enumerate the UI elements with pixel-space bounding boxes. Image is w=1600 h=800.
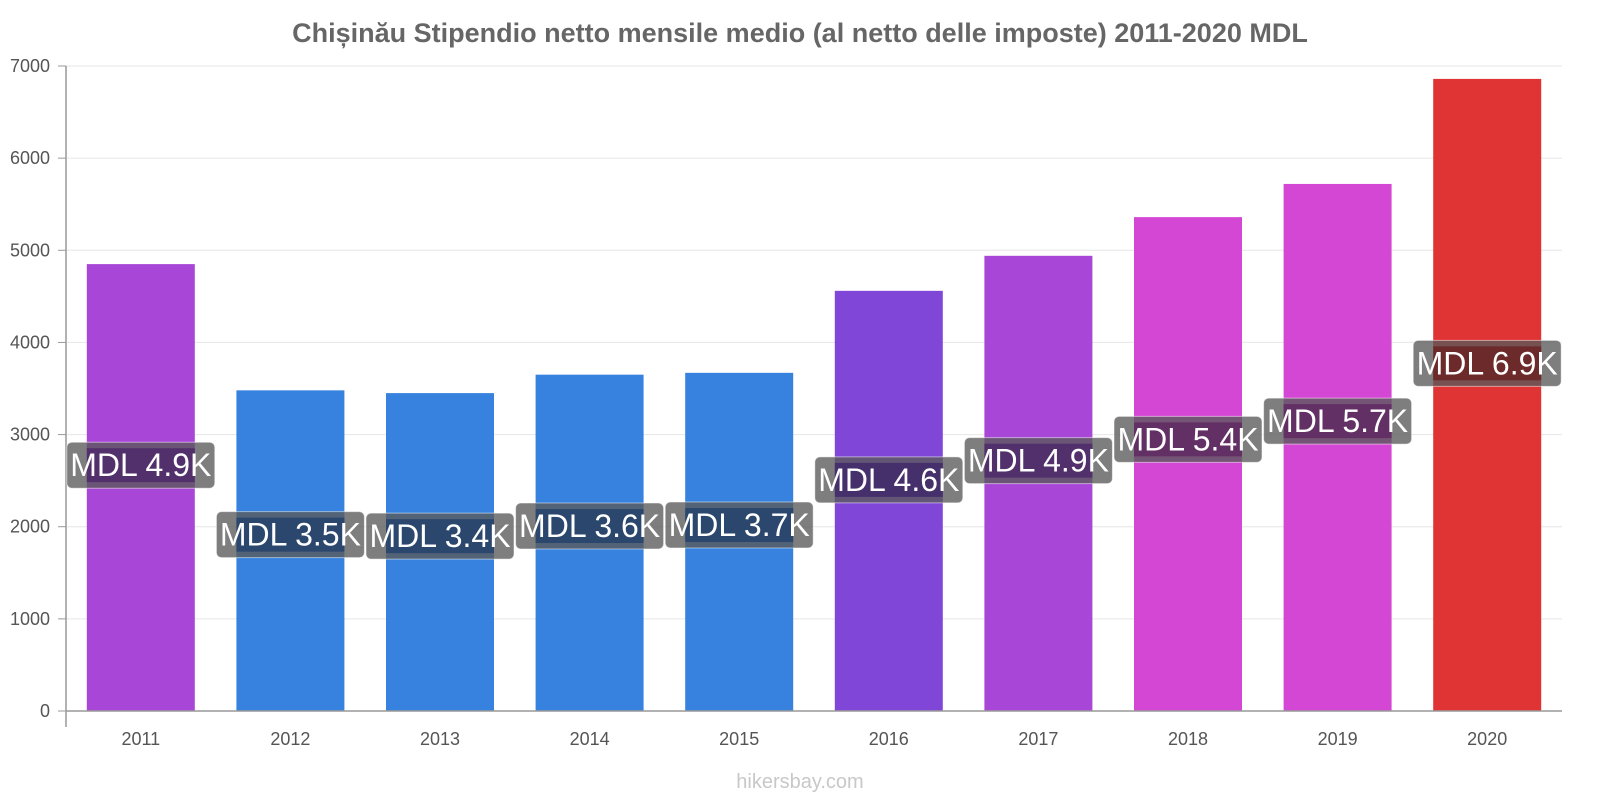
x-tick-label: 2015	[719, 729, 759, 749]
data-label-text: MDL 5.7K	[1267, 403, 1408, 439]
data-label-2019: MDL 5.7K	[1263, 397, 1413, 445]
data-label-text: MDL 3.4K	[369, 518, 510, 554]
x-axis-ticks: 2011 2012 2013 2014 2015 2016 2017 2018 2019 2020	[121, 729, 1507, 749]
y-tick-label: 4000	[10, 332, 50, 352]
data-label-text: MDL 4.9K	[968, 443, 1109, 479]
data-label-text: MDL 3.5K	[220, 517, 361, 553]
y-tick-label: 2000	[10, 517, 50, 537]
data-label-2012: MDL 3.5K	[215, 511, 365, 559]
data-label-2014: MDL 3.6K	[515, 502, 665, 550]
data-label-shade	[1134, 422, 1242, 457]
data-label-shade	[834, 462, 943, 497]
data-label-text: MDL 6.9K	[1417, 345, 1558, 381]
bar-2018	[1134, 217, 1242, 711]
data-label-2011: MDL 4.9K	[66, 441, 216, 489]
y-tick-label: 6000	[10, 148, 50, 168]
data-label-text: MDL 3.6K	[519, 508, 660, 544]
y-tick-label: 0	[40, 701, 50, 721]
data-label-2013: MDL 3.4K	[365, 512, 515, 560]
data-label-text: MDL 3.7K	[669, 507, 810, 543]
x-tick-label: 2019	[1318, 729, 1358, 749]
data-label-text: MDL 4.9K	[70, 447, 211, 483]
data-label-text: MDL 4.6K	[818, 462, 959, 498]
data-label-shade	[535, 509, 644, 544]
x-tick-label: 2013	[420, 729, 460, 749]
x-tick-label: 2016	[869, 729, 909, 749]
y-tick-label: 5000	[10, 240, 50, 260]
bars	[86, 78, 1542, 712]
x-tick-label: 2011	[121, 729, 160, 749]
y-tick-label: 1000	[10, 609, 50, 629]
watermark: hikersbay.com	[736, 771, 863, 793]
data-label-shade	[236, 517, 345, 552]
data-label-2016: MDL 4.6K	[814, 456, 964, 504]
data-label-shade	[86, 448, 195, 483]
data-label-shade	[1283, 404, 1392, 439]
data-label-shade	[1433, 346, 1542, 381]
bar-2020	[1433, 78, 1542, 711]
data-label-2020: MDL 6.9K	[1412, 339, 1562, 387]
bar-2019	[1283, 183, 1392, 711]
data-label-2017: MDL 4.9K	[963, 437, 1113, 485]
y-tick-label: 3000	[10, 425, 50, 445]
data-label-shade	[685, 508, 794, 543]
axes	[65, 66, 1562, 727]
x-tick-label: 2014	[570, 729, 610, 749]
x-tick-label: 2012	[270, 729, 310, 749]
x-tick-label: 2017	[1018, 729, 1058, 749]
data-label-text: MDL 5.4K	[1117, 421, 1258, 457]
data-label-2015: MDL 3.7K	[664, 501, 814, 549]
x-tick-label: 2020	[1467, 729, 1507, 749]
x-tick-label: 2018	[1168, 729, 1208, 749]
data-label-shade	[386, 519, 494, 554]
y-tick-label: 7000	[10, 56, 50, 76]
chart-title: Chișinău Stipendio netto mensile medio (…	[292, 18, 1308, 48]
data-label-2018: MDL 5.4K	[1113, 415, 1263, 463]
data-label-shade	[984, 443, 1093, 478]
y-axis-ticks: 0 1000 2000 3000 4000 5000 6000 7000	[10, 56, 66, 721]
